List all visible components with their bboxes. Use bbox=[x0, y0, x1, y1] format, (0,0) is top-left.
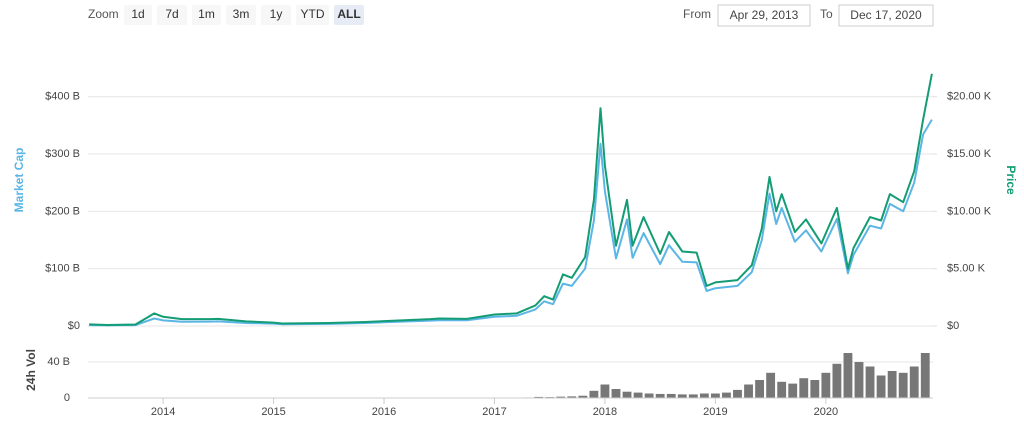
x-tick-label: 2019 bbox=[703, 406, 727, 418]
zoom-button[interactable] bbox=[226, 5, 256, 25]
zoom-button-label[interactable]: 1d bbox=[131, 7, 144, 21]
x-tick-label: 2018 bbox=[593, 406, 617, 418]
x-tick-label: 2016 bbox=[372, 406, 396, 418]
volume-bar bbox=[600, 384, 610, 398]
y2-axis-title: Price bbox=[1004, 165, 1018, 195]
y2-tick-label: $20.00 K bbox=[947, 91, 992, 103]
to-input-box[interactable] bbox=[838, 4, 934, 27]
volume-bar bbox=[633, 392, 643, 398]
volume-bar bbox=[876, 375, 886, 398]
x-tick-label: 2017 bbox=[482, 406, 506, 418]
volume-bar bbox=[556, 396, 566, 398]
y-tick-label: $0 bbox=[68, 320, 80, 332]
volume-bar bbox=[788, 383, 798, 398]
zoom-button[interactable] bbox=[192, 5, 221, 25]
volume-bar bbox=[710, 393, 720, 398]
y2-tick-label: $0 bbox=[947, 320, 959, 332]
y-tick-label: $100 B bbox=[45, 263, 80, 275]
volume-tick-label: 0 bbox=[64, 392, 70, 404]
volume-tick-label: 40 B bbox=[47, 356, 70, 368]
volume-bar bbox=[534, 396, 544, 398]
volume-bar bbox=[832, 363, 842, 398]
from-label: From bbox=[683, 7, 711, 21]
series-line bbox=[89, 119, 933, 327]
zoom-button[interactable] bbox=[261, 5, 291, 25]
zoom-button-label[interactable]: 3m bbox=[233, 7, 250, 21]
from-input-box[interactable] bbox=[717, 4, 811, 27]
y2-tick-label: $15.00 K bbox=[947, 148, 992, 160]
volume-bar bbox=[909, 366, 919, 398]
volume-bar bbox=[655, 393, 665, 398]
x-tick-label: 2015 bbox=[261, 406, 285, 418]
volume-bar bbox=[799, 378, 809, 398]
zoom-button-label[interactable]: 1y bbox=[270, 7, 283, 21]
volume-bar bbox=[677, 394, 687, 398]
volume-bar bbox=[622, 391, 632, 398]
volume-axis-title: 24h Vol bbox=[24, 349, 38, 391]
from-input[interactable]: Apr 29, 2013 bbox=[730, 8, 799, 22]
volume-bar bbox=[920, 353, 930, 398]
volume-bar bbox=[644, 393, 654, 398]
zoom-button-label[interactable]: 7d bbox=[165, 7, 178, 21]
volume-bar bbox=[887, 371, 897, 398]
zoom-button[interactable] bbox=[157, 5, 187, 25]
volume-bar bbox=[744, 384, 753, 398]
y-tick-label: $400 B bbox=[45, 91, 80, 103]
volume-bar bbox=[699, 393, 709, 398]
x-tick-label: 2020 bbox=[814, 406, 838, 418]
volume-bar bbox=[666, 393, 676, 398]
volume-bar bbox=[589, 390, 599, 398]
volume-bar bbox=[688, 394, 698, 398]
volume-bar bbox=[854, 362, 864, 398]
zoom-button-label[interactable]: YTD bbox=[301, 7, 325, 21]
y-tick-label: $200 B bbox=[45, 205, 80, 217]
volume-bar bbox=[733, 389, 742, 398]
volume-bar bbox=[578, 395, 588, 398]
zoom-button-label[interactable]: ALL bbox=[337, 7, 360, 21]
volume-bar bbox=[755, 380, 764, 398]
volume-bar bbox=[821, 372, 831, 398]
volume-bar bbox=[766, 372, 776, 398]
volume-bar bbox=[777, 381, 787, 398]
zoom-button[interactable] bbox=[124, 5, 152, 25]
x-tick-label: 2014 bbox=[151, 406, 175, 418]
volume-bar bbox=[611, 389, 621, 398]
to-label: To bbox=[820, 7, 833, 21]
zoom-button-label[interactable]: 1m bbox=[198, 7, 215, 21]
volume-bar bbox=[898, 372, 908, 398]
volume-bar bbox=[865, 366, 875, 398]
volume-bar bbox=[722, 392, 731, 398]
zoom-button[interactable] bbox=[296, 5, 329, 25]
zoom-buttons: 1d 7d 1m 3m 1y YTD ALL bbox=[124, 5, 364, 25]
zoom-label: Zoom bbox=[88, 7, 119, 21]
y2-tick-label: $5.00 K bbox=[947, 263, 986, 275]
y-tick-label: $300 B bbox=[45, 148, 80, 160]
volume-bar bbox=[843, 353, 853, 398]
y-axis-title: Market Cap bbox=[12, 148, 26, 213]
volume-bar bbox=[810, 380, 820, 398]
series-line bbox=[89, 73, 933, 326]
volume-bar bbox=[567, 396, 577, 398]
to-input[interactable]: Dec 17, 2020 bbox=[850, 8, 922, 22]
zoom-button[interactable] bbox=[334, 5, 364, 25]
y2-tick-label: $10.00 K bbox=[947, 205, 992, 217]
